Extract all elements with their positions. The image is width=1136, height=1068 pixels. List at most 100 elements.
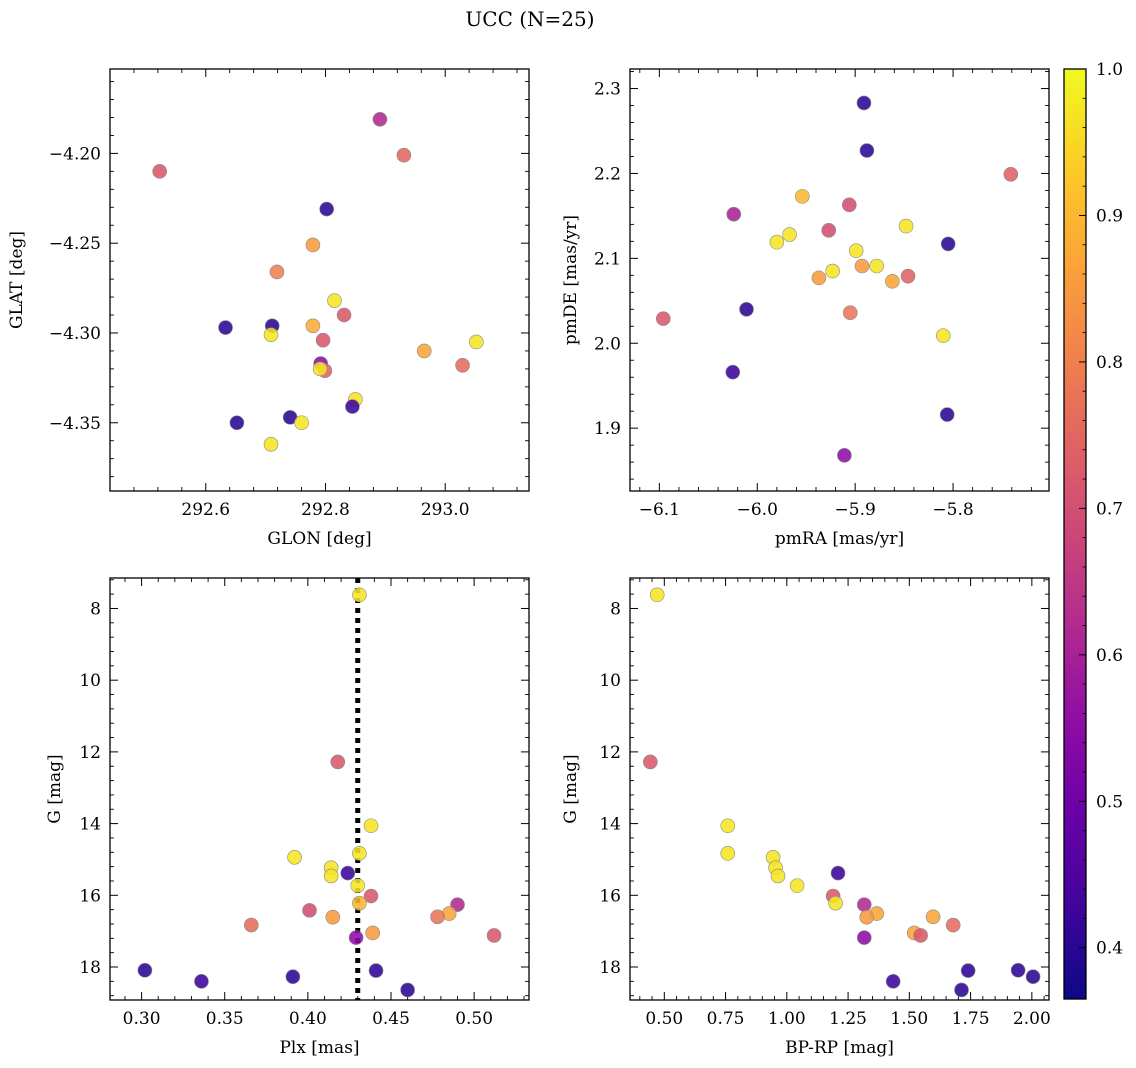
- x-tick-label: 0.50: [455, 1009, 493, 1029]
- y-tick-label: 2.3: [594, 80, 621, 100]
- data-point: [935, 328, 951, 343]
- data-point: [194, 974, 209, 989]
- panel-plx-g: 0.30 0.35 0.40 0.45 0.50 8 10 12 14 16 18 Plx [mas]…: [45, 577, 530, 1058]
- x-axis-label: BP-RP [mag]: [785, 1038, 894, 1058]
- data-point: [739, 301, 754, 317]
- y-tick-label: 16: [599, 886, 621, 906]
- data-point: [643, 754, 658, 770]
- data-point: [789, 878, 805, 893]
- data-point: [263, 327, 279, 343]
- y-axis-label: G [mag]: [45, 754, 65, 823]
- data-point: [828, 895, 843, 911]
- y-tick-label: −4.30: [49, 324, 101, 344]
- y-tick-label: 14: [79, 815, 101, 835]
- data-point: [782, 227, 797, 242]
- data-point: [137, 962, 153, 978]
- x-axis-label: Plx [mas]: [279, 1038, 359, 1058]
- x-tick-label: −6.1: [639, 500, 680, 520]
- data-point: [340, 865, 356, 881]
- data-point: [416, 343, 432, 359]
- y-tick-label: 10: [79, 671, 101, 691]
- data-point: [811, 270, 827, 286]
- data-point: [336, 307, 352, 323]
- data-point: [312, 361, 328, 377]
- x-tick-label: 293.0: [421, 500, 470, 520]
- x-tick-label: 0.50: [645, 1009, 683, 1029]
- y-tick-label: −4.25: [49, 234, 101, 254]
- x-tick-label: −5.8: [932, 500, 973, 520]
- data-point: [396, 147, 412, 163]
- panel-bprp-g: 0.50 0.75 1.00 1.25 1.50 1.75 2.00 8 10 12 14 16 18 B…: [561, 577, 1051, 1058]
- data-point: [856, 95, 872, 111]
- data-point: [315, 332, 331, 348]
- x-tick-label: 292.8: [301, 500, 350, 520]
- colorbar-tick-label: 0.9: [1096, 206, 1123, 226]
- data-point: [649, 587, 665, 603]
- data-point: [430, 909, 445, 925]
- data-point: [842, 305, 858, 320]
- data-point: [218, 320, 233, 335]
- data-point: [960, 963, 976, 978]
- data-point: [841, 197, 857, 213]
- y-tick-label: 10: [599, 671, 621, 691]
- x-tick-label: 0.40: [289, 1009, 327, 1029]
- data-point: [352, 587, 367, 603]
- axes-frame: [109, 68, 530, 492]
- y-tick-label: 1.9: [594, 419, 621, 439]
- colorbar-frame: [1063, 68, 1087, 1000]
- data-point: [825, 263, 840, 279]
- y-tick-label: 2.1: [594, 249, 621, 269]
- data-point: [939, 407, 955, 422]
- y-tick-label: 2.2: [594, 164, 621, 184]
- data-point: [285, 969, 301, 984]
- data-point: [726, 206, 742, 222]
- data-point: [330, 754, 346, 770]
- y-tick-label: −4.20: [49, 144, 101, 164]
- data-point: [1025, 969, 1041, 984]
- x-tick-label: 1.75: [952, 1009, 990, 1029]
- y-tick-label: 12: [79, 743, 101, 763]
- y-tick-label: 2.0: [594, 334, 621, 354]
- data-point: [269, 264, 285, 280]
- data-point: [770, 868, 786, 884]
- data-point: [725, 364, 741, 380]
- data-point: [869, 258, 885, 274]
- data-point: [302, 903, 317, 918]
- data-point: [348, 930, 364, 945]
- data-point: [794, 189, 810, 204]
- x-tick-label: 1.25: [829, 1009, 867, 1029]
- data-point: [486, 928, 502, 943]
- y-tick-label: 12: [599, 743, 621, 763]
- data-point: [352, 895, 367, 911]
- x-tick-label: 0.75: [707, 1009, 745, 1029]
- figure-title: UCC (N=25): [465, 7, 594, 31]
- x-axis-label: GLON [deg]: [267, 529, 371, 549]
- data-point: [368, 963, 384, 978]
- colorbar-tick-label: 1.0: [1096, 60, 1123, 80]
- data-point: [925, 909, 941, 925]
- axes-frame: [109, 577, 530, 1001]
- y-tick-label: 16: [79, 886, 101, 906]
- axes-frame: [629, 577, 1050, 1001]
- data-point: [244, 917, 259, 933]
- colorbar-tick-label: 0.4: [1096, 939, 1123, 959]
- data-point: [655, 311, 671, 326]
- data-point: [720, 846, 736, 861]
- data-point: [859, 909, 874, 925]
- data-point: [305, 237, 321, 253]
- data-point: [940, 236, 956, 252]
- x-tick-label: 0.30: [123, 1009, 161, 1029]
- data-point: [327, 293, 342, 308]
- y-tick-label: 8: [610, 599, 621, 619]
- colorbar-tick-label: 0.5: [1096, 792, 1123, 812]
- y-tick-label: 18: [79, 958, 101, 978]
- data-point: [954, 982, 969, 998]
- panel-pmra-pmde: −6.1 −6.0 −5.9 −5.8 1.9 2.0 2.1 2.2 2.3 pmRA [mas…: [561, 68, 1050, 549]
- x-tick-label: −5.9: [835, 500, 876, 520]
- data-point: [350, 878, 366, 893]
- data-point: [913, 928, 928, 943]
- y-axis-label: pmDE [mas/yr]: [561, 215, 581, 345]
- x-tick-label: 2.00: [1013, 1009, 1051, 1029]
- data-point: [885, 974, 901, 989]
